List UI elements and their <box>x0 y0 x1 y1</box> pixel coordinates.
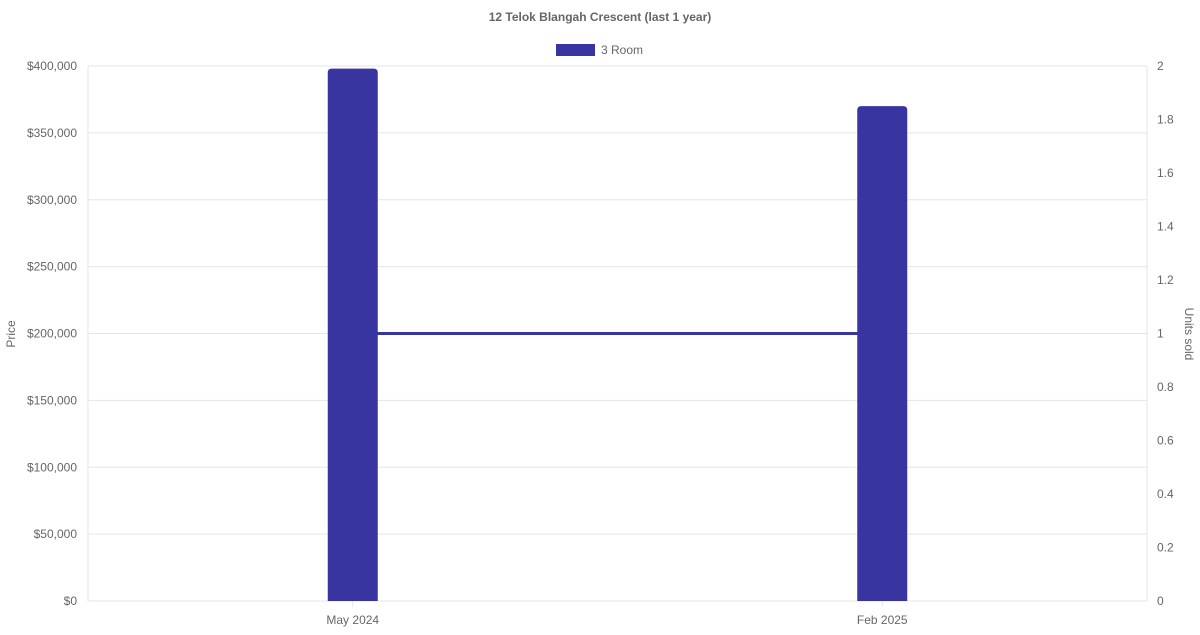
y-tick-label: $250,000 <box>27 260 77 274</box>
bar[interactable] <box>857 106 908 601</box>
legend-swatch <box>556 44 595 56</box>
y-tick-label: $0 <box>64 594 78 608</box>
y2-tick-label: 0.6 <box>1157 434 1174 448</box>
y2-tick-label: 1.8 <box>1157 113 1174 127</box>
x-tick-label: Feb 2025 <box>857 613 908 627</box>
y2-tick-label: 0.4 <box>1157 487 1174 501</box>
y-tick-label: $150,000 <box>27 393 77 407</box>
y2-tick-label: 1.6 <box>1157 166 1174 180</box>
y2-tick-label: 0.8 <box>1157 380 1174 394</box>
y2-tick-label: 1.4 <box>1157 220 1174 234</box>
y2-tick-label: 1.2 <box>1157 273 1174 287</box>
y2-tick-label: 0 <box>1157 594 1164 608</box>
y-tick-label: $200,000 <box>27 327 77 341</box>
y-axis-label: Price <box>4 320 18 348</box>
y-tick-label: $50,000 <box>34 527 78 541</box>
y2-axis-label: Units sold <box>1182 308 1196 361</box>
legend-label: 3 Room <box>601 43 643 57</box>
y-tick-label: $100,000 <box>27 460 77 474</box>
legend[interactable]: 3 Room <box>556 43 643 57</box>
y2-tick-label: 0.2 <box>1157 541 1174 555</box>
y2-tick-label: 2 <box>1157 59 1164 73</box>
y-tick-label: $350,000 <box>27 126 77 140</box>
y-tick-label: $400,000 <box>27 59 77 73</box>
chart-title: 12 Telok Blangah Crescent (last 1 year) <box>489 10 712 24</box>
x-tick-label: May 2024 <box>326 613 379 627</box>
y2-tick-label: 1 <box>1157 327 1164 341</box>
y-tick-label: $300,000 <box>27 193 77 207</box>
